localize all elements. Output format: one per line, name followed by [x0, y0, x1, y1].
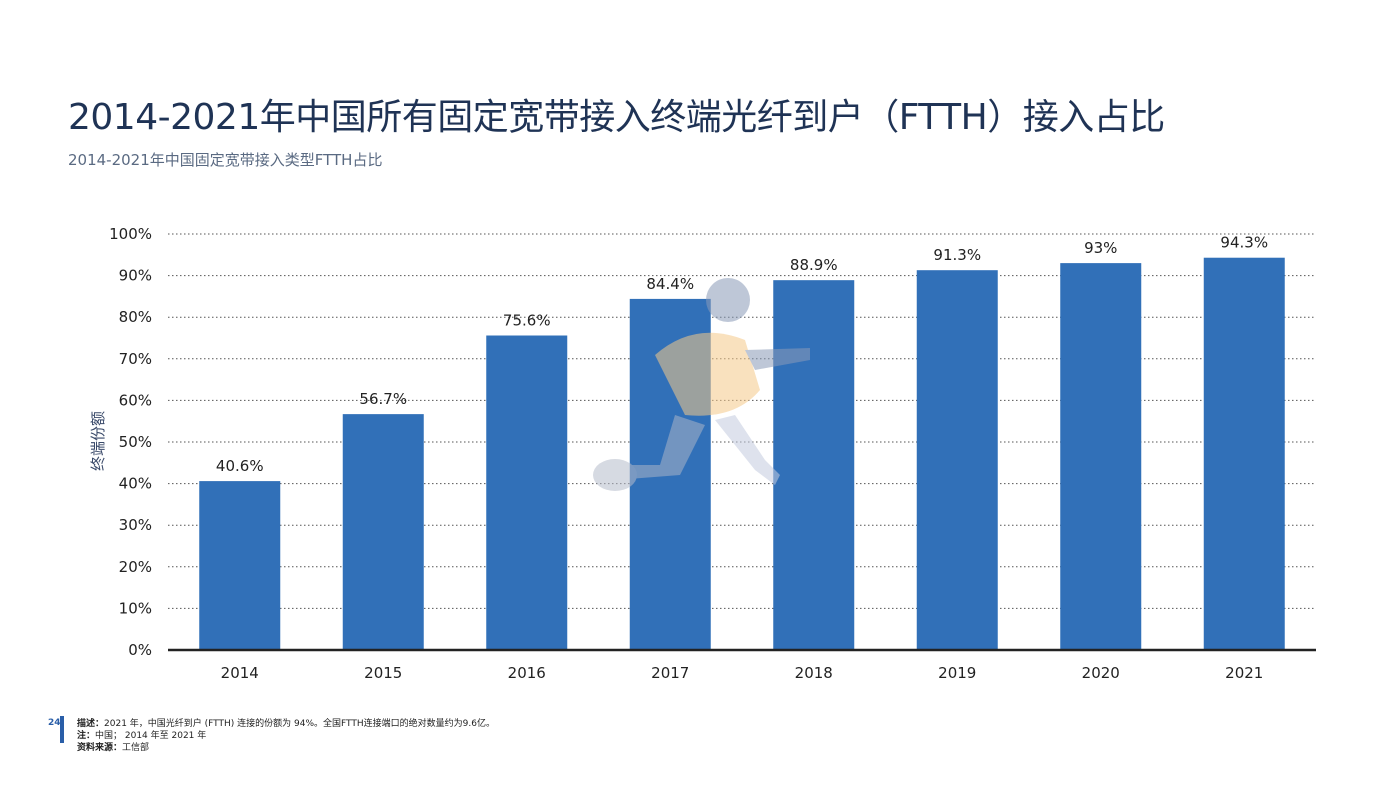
y-tick-label: 80% — [119, 308, 152, 326]
running-person-icon — [593, 278, 810, 491]
source-label: 资料来源： — [77, 743, 123, 753]
bar-2015 — [342, 414, 424, 650]
description-label: 描述： — [77, 719, 105, 729]
x-tick-label-2017: 2017 — [651, 664, 689, 682]
y-tick-label: 100% — [109, 225, 152, 243]
x-tick-label-2021: 2021 — [1225, 664, 1263, 682]
y-tick-label: 70% — [119, 350, 152, 368]
x-tick-label-2016: 2016 — [508, 664, 546, 682]
y-tick-label: 50% — [119, 433, 152, 451]
x-tick-label-2015: 2015 — [364, 664, 402, 682]
data-label-2016: 75.6% — [503, 312, 551, 330]
data-label-2019: 91.3% — [933, 246, 981, 264]
footer-notes: 描述：2021 年，中国光纤到户 (FTTH) 连接的份额为 94%。全国FTT… — [77, 718, 495, 754]
y-tick-label: 0% — [128, 641, 152, 659]
slide-title: 2014-2021年中国所有固定宽带接入终端光纤到户（FTTH）接入占比 — [68, 97, 1165, 138]
x-axis-tick-labels: 2014 2015 2016 2017 2018 2019 2020 2021 — [221, 664, 1264, 682]
footer-accent-bar — [60, 716, 64, 743]
bar-2021 — [1203, 257, 1285, 650]
data-labels: 40.6% 56.7% 75.6% 84.4% 88.9% 91.3% 93% 94.3% — [216, 234, 1268, 475]
x-tick-label-2019: 2019 — [938, 664, 976, 682]
x-tick-label-2018: 2018 — [795, 664, 833, 682]
y-axis-tick-labels: 0% 10% 20% 30% 40% 50% 60% 70% 80% 90% 100% — [109, 225, 152, 659]
bar-2019 — [916, 270, 998, 650]
note-line: 注：中国； 2014 年至 2021 年 — [77, 730, 495, 742]
y-tick-label: 90% — [119, 267, 152, 285]
y-tick-label: 20% — [119, 558, 152, 576]
description-line: 描述：2021 年，中国光纤到户 (FTTH) 连接的份额为 94%。全国FTT… — [77, 718, 495, 730]
bar-2014 — [199, 481, 281, 650]
note-label: 注： — [77, 731, 96, 741]
data-label-2018: 88.9% — [790, 256, 838, 274]
source-line: 资料来源：工信部 — [77, 742, 495, 754]
note-text: 中国； 2014 年至 2021 年 — [95, 731, 207, 741]
y-tick-label: 30% — [119, 516, 152, 534]
y-tick-label: 40% — [119, 475, 152, 493]
x-tick-label-2014: 2014 — [221, 664, 259, 682]
y-tick-label: 10% — [119, 599, 152, 617]
x-tick-label-2020: 2020 — [1082, 664, 1120, 682]
data-label-2015: 56.7% — [359, 390, 407, 408]
page-number: 24 — [48, 718, 61, 728]
data-label-2020: 93% — [1084, 239, 1117, 257]
bar-2018 — [773, 280, 855, 650]
bar-2020 — [1060, 263, 1142, 650]
bar-2016 — [486, 335, 568, 650]
y-tick-label: 60% — [119, 391, 152, 409]
data-label-2017: 84.4% — [646, 275, 694, 293]
y-axis-label: 终端份额 — [89, 411, 107, 471]
data-label-2014: 40.6% — [216, 457, 264, 475]
description-text: 2021 年，中国光纤到户 (FTTH) 连接的份额为 94%。全国FTTH连接… — [104, 719, 495, 729]
data-label-2021: 94.3% — [1220, 234, 1268, 252]
slide-subtitle: 2014-2021年中国固定宽带接入类型FTTH占比 — [68, 151, 383, 169]
source-text: 工信部 — [122, 743, 150, 753]
